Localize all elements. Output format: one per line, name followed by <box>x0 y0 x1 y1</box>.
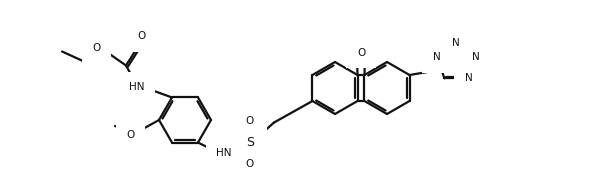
Text: O: O <box>138 31 146 42</box>
Text: N: N <box>465 73 473 83</box>
Text: S: S <box>246 136 254 149</box>
Text: HN: HN <box>130 82 145 93</box>
Text: N: N <box>451 38 459 48</box>
Text: O: O <box>246 158 254 169</box>
Text: O: O <box>246 115 254 126</box>
Text: O: O <box>93 43 101 54</box>
Text: HN: HN <box>216 147 231 158</box>
Text: N: N <box>433 52 441 62</box>
Text: O: O <box>127 130 135 140</box>
Text: N: N <box>471 52 479 62</box>
Text: O: O <box>357 48 365 58</box>
